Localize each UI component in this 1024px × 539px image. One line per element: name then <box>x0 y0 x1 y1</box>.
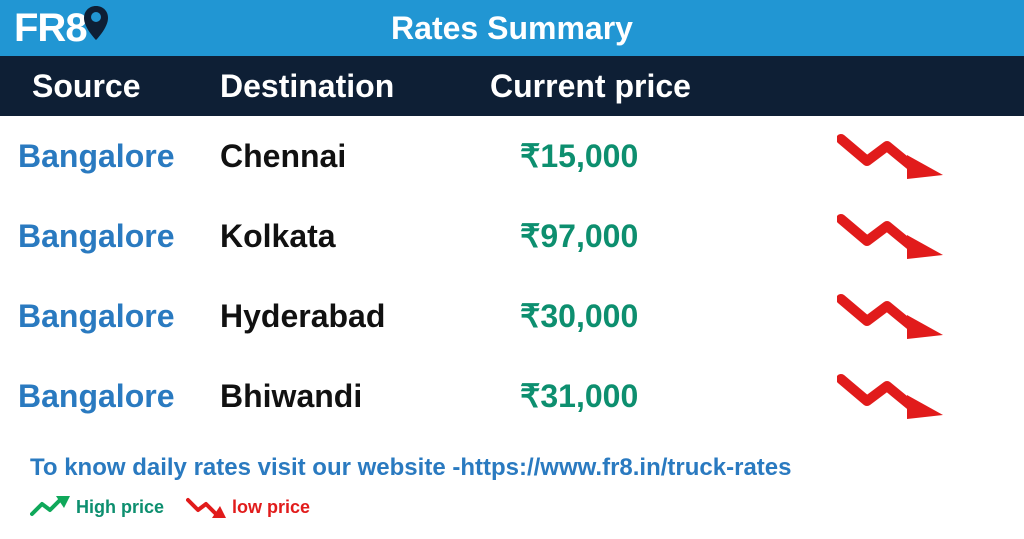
legend-low-price: low price <box>186 496 310 518</box>
cell-source: Bangalore <box>10 298 220 335</box>
table-row: Bangalore Kolkata ₹97,000 <box>10 196 1014 276</box>
footer: To know daily rates visit our website -h… <box>0 436 1024 518</box>
cell-destination: Kolkata <box>220 218 460 255</box>
trend-down-icon <box>186 496 226 518</box>
footer-text: To know daily rates visit our website -h… <box>30 454 994 482</box>
cell-price: ₹30,000 <box>460 297 770 335</box>
brand-text: FR8 <box>14 6 87 51</box>
column-header-source: Source <box>10 68 220 105</box>
cell-price: ₹31,000 <box>460 377 770 415</box>
brand-logo: FR8 <box>0 4 111 52</box>
trend-down-icon <box>837 131 947 181</box>
cell-source: Bangalore <box>10 218 220 255</box>
table-row: Bangalore Chennai ₹15,000 <box>10 116 1014 196</box>
legend-low-label: low price <box>232 497 310 518</box>
cell-destination: Chennai <box>220 138 460 175</box>
trend-down-icon <box>837 371 947 421</box>
brand-location-icon <box>81 4 111 52</box>
table-row: Bangalore Hyderabad ₹30,000 <box>10 276 1014 356</box>
cell-price: ₹15,000 <box>460 137 770 175</box>
cell-trend <box>770 371 1014 421</box>
trend-down-icon <box>837 211 947 261</box>
cell-destination: Hyderabad <box>220 298 460 335</box>
page-title: Rates Summary <box>391 10 633 47</box>
trend-down-icon <box>837 291 947 341</box>
table-row: Bangalore Bhiwandi ₹31,000 <box>10 356 1014 436</box>
column-header-destination: Destination <box>220 68 460 105</box>
header-bar: FR8 Rates Summary <box>0 0 1024 56</box>
cell-source: Bangalore <box>10 378 220 415</box>
table-body: Bangalore Chennai ₹15,000 Bangalore Kolk… <box>0 116 1024 436</box>
cell-source: Bangalore <box>10 138 220 175</box>
cell-destination: Bhiwandi <box>220 378 460 415</box>
legend: High price low price <box>30 496 994 518</box>
legend-high-price: High price <box>30 496 164 518</box>
cell-price: ₹97,000 <box>460 217 770 255</box>
column-header-price: Current price <box>460 68 770 105</box>
cell-trend <box>770 291 1014 341</box>
legend-high-label: High price <box>76 497 164 518</box>
cell-trend <box>770 211 1014 261</box>
table-header: Source Destination Current price <box>0 56 1024 116</box>
trend-up-icon <box>30 496 70 518</box>
cell-trend <box>770 131 1014 181</box>
